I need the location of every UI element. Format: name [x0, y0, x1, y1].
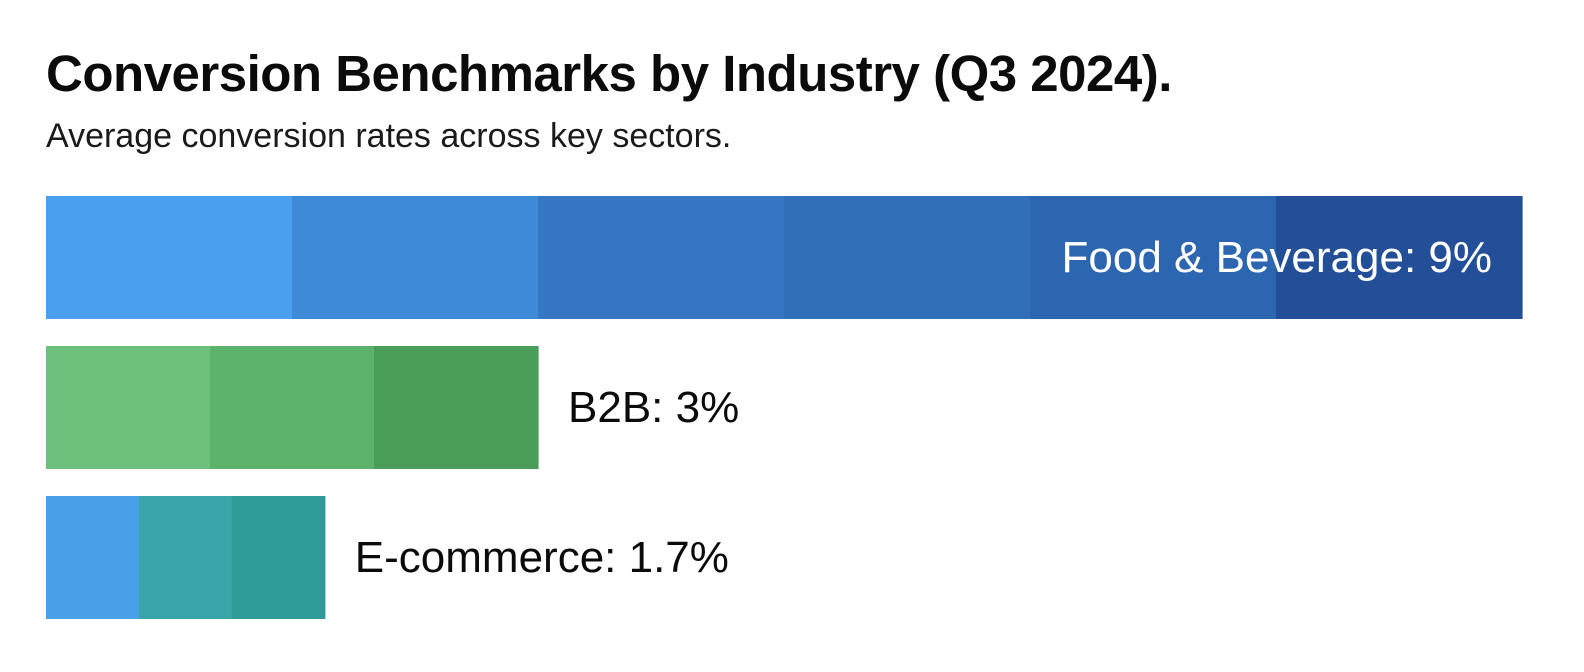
bar-b2b: B2B: 3%	[46, 346, 739, 469]
chart-title: Conversion Benchmarks by Industry (Q3 20…	[46, 45, 1172, 102]
bar-label-e-commerce: E-commerce: 1.7%	[355, 533, 729, 582]
bar-segment	[374, 346, 539, 469]
bar-label-food-beverage: Food & Beverage: 9%	[1062, 233, 1492, 282]
bar-segment	[46, 496, 140, 619]
bar-food-beverage: Food & Beverage: 9%	[46, 196, 1523, 319]
bar-segment	[46, 346, 211, 469]
bars-group: Food & Beverage: 9% B2B: 3% E-commerce: 1.…	[46, 196, 1523, 619]
bar-segment	[538, 196, 785, 319]
bar-segment	[1030, 196, 1277, 319]
bar-segment	[784, 196, 1031, 319]
bar-label-b2b: B2B: 3%	[568, 383, 739, 432]
bar-segment	[210, 346, 375, 469]
chart-subtitle: Average conversion rates across key sect…	[46, 117, 732, 155]
bar-segment	[231, 496, 326, 619]
bar-segment	[1276, 196, 1523, 319]
bar-segment	[138, 496, 233, 619]
bar-e-commerce: E-commerce: 1.7%	[46, 496, 729, 619]
bar-segment	[292, 196, 539, 319]
bar-segment	[46, 196, 293, 319]
